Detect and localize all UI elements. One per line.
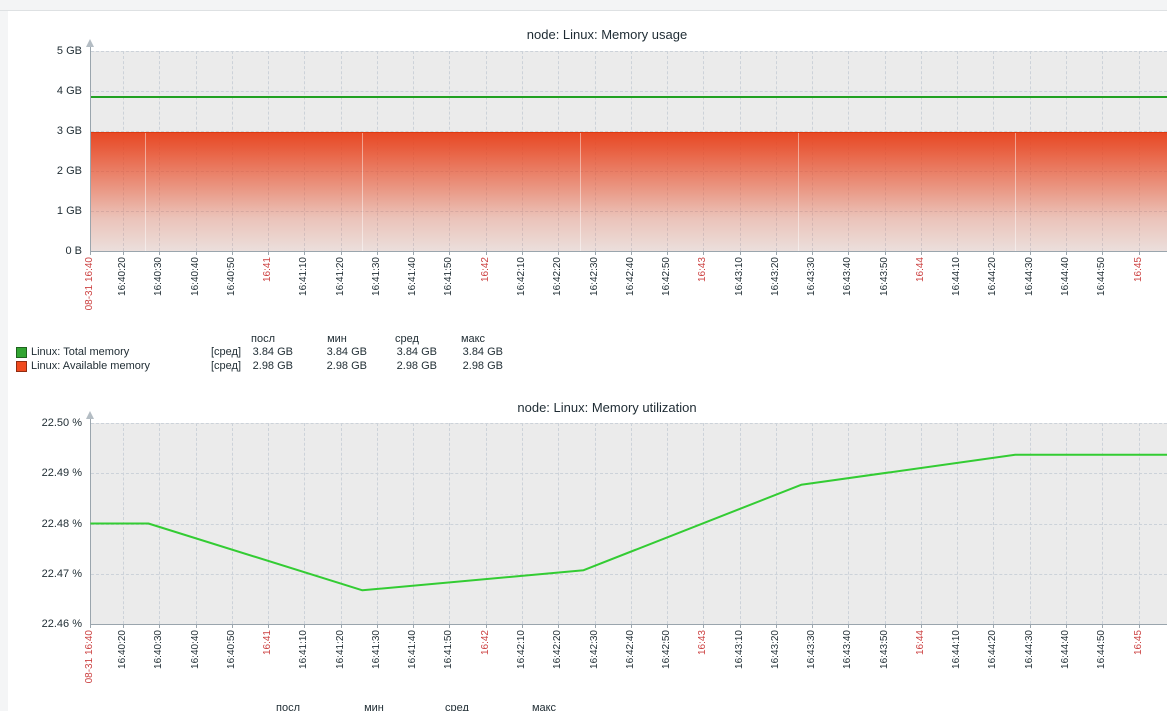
graph-time-range-selector[interactable] [90,51,1167,251]
graph-time-range-selector[interactable] [90,423,1167,624]
page-header-strip [0,0,1167,11]
